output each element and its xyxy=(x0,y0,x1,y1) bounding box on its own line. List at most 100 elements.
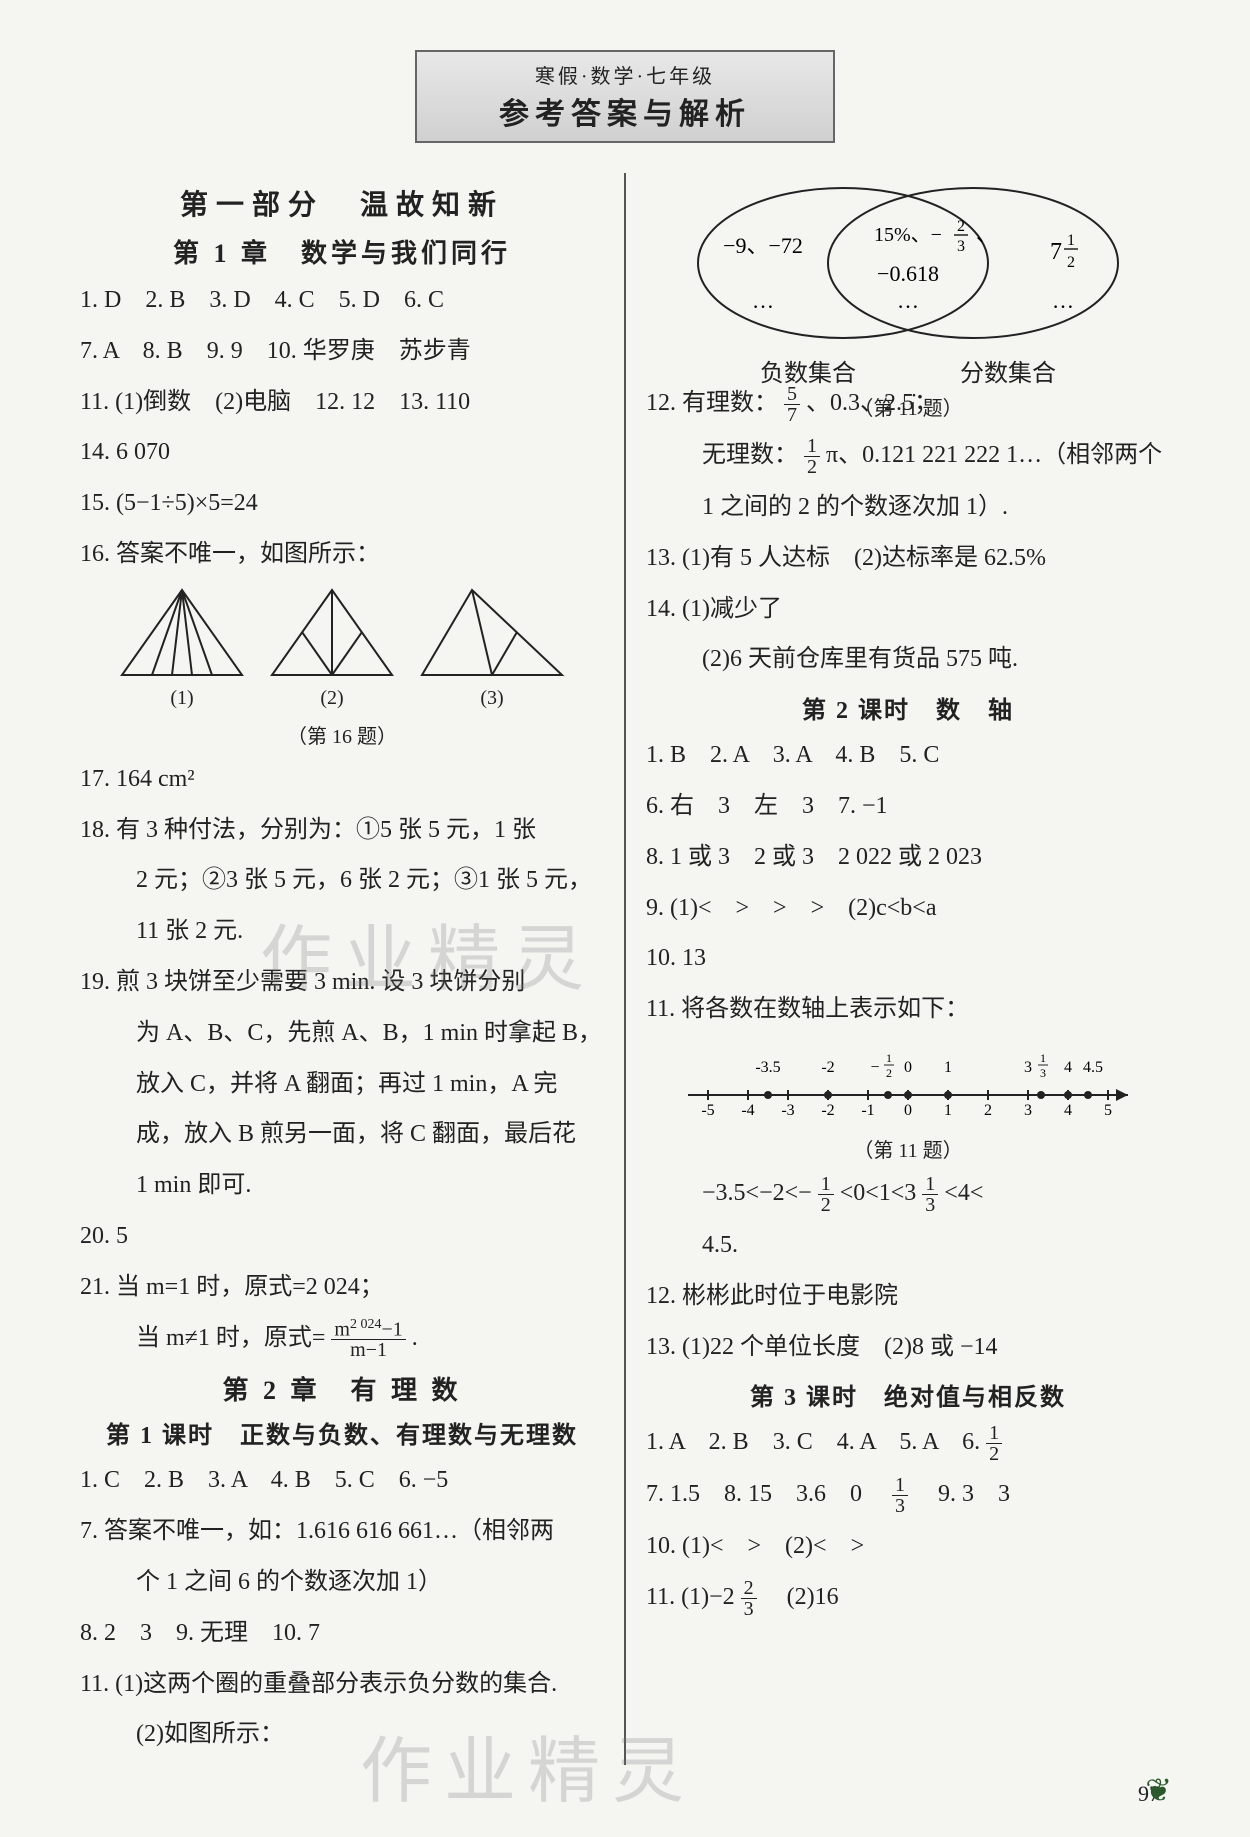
svg-text:1: 1 xyxy=(1040,1051,1046,1065)
triangles-diagram: (1) (2) (3) xyxy=(80,585,604,710)
svg-text:…: … xyxy=(897,288,919,313)
answer-line: 1. B 2. A 3. A 4. B 5. C xyxy=(646,735,1170,776)
part-title: 第一部分 温故知新 xyxy=(80,183,604,223)
answer-line: 20. 5 xyxy=(80,1216,604,1257)
answer-line: −3.5<−2<− 1 2 <0<1<3 1 3 <4< xyxy=(646,1173,1170,1215)
answer-line: 个 1 之间 6 的个数逐次加 1） xyxy=(80,1562,604,1603)
svg-text:1: 1 xyxy=(1067,232,1075,249)
svg-text:5: 5 xyxy=(1104,1102,1112,1119)
answer-line: 14. 6 070 xyxy=(80,432,604,473)
answer-line: 10. (1)< > (2)< > xyxy=(646,1526,1170,1567)
chapter-2-title: 第 2 章 有 理 数 xyxy=(80,1370,604,1407)
answer-line: 无理数： 1 2 π、0.121 221 222 1…（相邻两个 xyxy=(646,435,1170,477)
answer-line: 2 元；②3 张 5 元，6 张 2 元；③1 张 5 元， xyxy=(80,860,604,901)
answer-line: 16. 答案不唯一，如图所示： xyxy=(80,534,604,575)
venn-left-label: 负数集合 xyxy=(760,353,856,388)
fraction: 1 3 xyxy=(892,1475,908,1516)
answer-line: 1 之间的 2 的个数逐次加 1）. xyxy=(646,487,1170,528)
answer-line: 成，放入 B 煎另一面，将 C 翻面，最后花 xyxy=(80,1114,604,1155)
svg-text:2: 2 xyxy=(984,1102,992,1119)
answer-line: 14. (1)减少了 xyxy=(646,589,1170,630)
svg-text:2: 2 xyxy=(1067,254,1075,271)
venn-diagram: −9、−72 … 15%、− 2 3 、 −0.618 … 7 1 2 … 负数… xyxy=(668,173,1148,373)
figure-caption: （第 11 题） xyxy=(646,1134,1170,1163)
lesson-1-title: 第 1 课时 正数与负数、有理数与无理数 xyxy=(80,1415,604,1450)
answer-line: 9. (1)< > > > (2)c<b<a xyxy=(646,888,1170,929)
answer-line: 17. 164 cm² xyxy=(80,759,604,800)
column-divider xyxy=(624,173,626,1765)
answer-line: 11. (1)这两个圈的重叠部分表示负分数的集合. xyxy=(80,1664,604,1705)
figure-caption: （第 16 题） xyxy=(80,720,604,749)
answer-line: 1. D 2. B 3. D 4. C 5. D 6. C xyxy=(80,280,604,321)
venn-right-label: 分数集合 xyxy=(960,353,1056,388)
triangle-icon xyxy=(117,585,247,680)
svg-text:2: 2 xyxy=(957,218,965,235)
answer-line: (2)6 天前仓库里有货品 575 吨. xyxy=(646,639,1170,680)
triangle-label: (3) xyxy=(417,687,567,710)
svg-text:0: 0 xyxy=(904,1059,912,1076)
answer-line: 11. 将各数在数轴上表示如下： xyxy=(646,989,1170,1030)
chapter-1-title: 第 1 章 数学与我们同行 xyxy=(80,233,604,270)
svg-text:-3.5: -3.5 xyxy=(755,1059,780,1076)
answer-line: 4.5. xyxy=(646,1225,1170,1266)
svg-text:2: 2 xyxy=(886,1066,892,1080)
answer-line: 7. 1.5 8. 15 3.6 0 1 3 9. 3 3 xyxy=(646,1474,1170,1516)
answer-line: 7. 答案不唯一，如：1.616 616 661…（相邻两 xyxy=(80,1511,604,1552)
answer-line: 6. 右 3 左 3 7. −1 xyxy=(646,786,1170,827)
svg-text:4.5: 4.5 xyxy=(1083,1059,1103,1076)
svg-text:-1: -1 xyxy=(861,1102,874,1119)
svg-text:4: 4 xyxy=(1064,1102,1072,1119)
svg-text:1: 1 xyxy=(886,1051,892,1065)
answer-line: 放入 C，并将 A 翻面；再过 1 min，A 完 xyxy=(80,1064,604,1105)
svg-text:0: 0 xyxy=(904,1102,912,1119)
answer-line: 7. A 8. B 9. 9 10. 华罗庚 苏步青 xyxy=(80,331,604,372)
answer-line: 8. 1 或 3 2 或 3 2 022 或 2 023 xyxy=(646,837,1170,878)
answer-line: 18. 有 3 种付法，分别为：①5 张 5 元，1 张 xyxy=(80,810,604,851)
triangle-label: (1) xyxy=(117,687,247,710)
fraction: 1 3 xyxy=(922,1174,938,1215)
fraction: 1 2 xyxy=(986,1423,1002,1464)
fraction: 2 3 xyxy=(741,1578,757,1619)
denominator: m−1 xyxy=(331,1340,405,1360)
svg-text:-2: -2 xyxy=(821,1102,834,1119)
lesson-2-title: 第 2 课时 数 轴 xyxy=(646,690,1170,725)
triangle-icon xyxy=(267,585,397,680)
svg-text:、: 、 xyxy=(976,224,996,246)
svg-text:-3: -3 xyxy=(781,1102,794,1119)
answer-line: 1 min 即可. xyxy=(80,1165,604,1206)
answer-line: 为 A、B、C，先煎 A、B，1 min 时拿起 B， xyxy=(80,1013,604,1054)
right-column: −9、−72 … 15%、− 2 3 、 −0.618 … 7 1 2 … 负数… xyxy=(646,173,1170,1765)
answer-line: 8. 2 3 9. 无理 10. 7 xyxy=(80,1613,604,1654)
svg-text:1: 1 xyxy=(944,1059,952,1076)
lesson-3-title: 第 3 课时 绝对值与相反数 xyxy=(646,1377,1170,1412)
numerator: m2 024−1 xyxy=(331,1318,405,1341)
venn-icon: −9、−72 … 15%、− 2 3 、 −0.618 … 7 1 2 … xyxy=(668,173,1148,353)
svg-text:…: … xyxy=(752,288,774,313)
svg-text:15%、−: 15%、− xyxy=(874,224,942,246)
svg-text:4: 4 xyxy=(1064,1059,1072,1076)
venn-left-text: −9、−72 xyxy=(723,233,803,258)
fraction: m2 024−1 m−1 xyxy=(331,1318,405,1361)
svg-text:…: … xyxy=(1052,288,1074,313)
answer-line: 11. (1)−2 2 3 (2)16 xyxy=(646,1577,1170,1619)
answer-line: 1. A 2. B 3. C 4. A 5. A 6. 1 2 xyxy=(646,1422,1170,1464)
answer-line: 1. C 2. B 3. A 4. B 5. C 6. −5 xyxy=(80,1460,604,1501)
svg-text:-4: -4 xyxy=(741,1102,754,1119)
triangle-3: (3) xyxy=(417,585,567,710)
answer-line: 19. 煎 3 块饼至少需要 3 min. 设 3 块饼分别 xyxy=(80,962,604,1003)
svg-text:1: 1 xyxy=(944,1102,952,1119)
header-box: 寒假·数学·七年级 参考答案与解析 xyxy=(415,50,835,143)
text: 当 m≠1 时，原式= xyxy=(136,1325,325,1351)
svg-text:3: 3 xyxy=(1024,1102,1032,1119)
triangle-2: (2) xyxy=(267,585,397,710)
svg-text:3: 3 xyxy=(957,238,965,255)
svg-text:7: 7 xyxy=(1050,239,1062,265)
numberline-icon: -5-4-3 -2-10 123 45 -3.5-2 − xyxy=(668,1040,1148,1130)
answer-line: 当 m≠1 时，原式= m2 024−1 m−1 . xyxy=(80,1318,604,1361)
page-number: 97 ❦ xyxy=(1138,1781,1160,1807)
svg-text:3: 3 xyxy=(1040,1066,1046,1080)
svg-text:-2: -2 xyxy=(821,1059,834,1076)
answer-line: (2)如图所示： xyxy=(80,1714,604,1755)
triangle-1: (1) xyxy=(117,585,247,710)
left-column: 第一部分 温故知新 第 1 章 数学与我们同行 1. D 2. B 3. D 4… xyxy=(80,173,604,1765)
